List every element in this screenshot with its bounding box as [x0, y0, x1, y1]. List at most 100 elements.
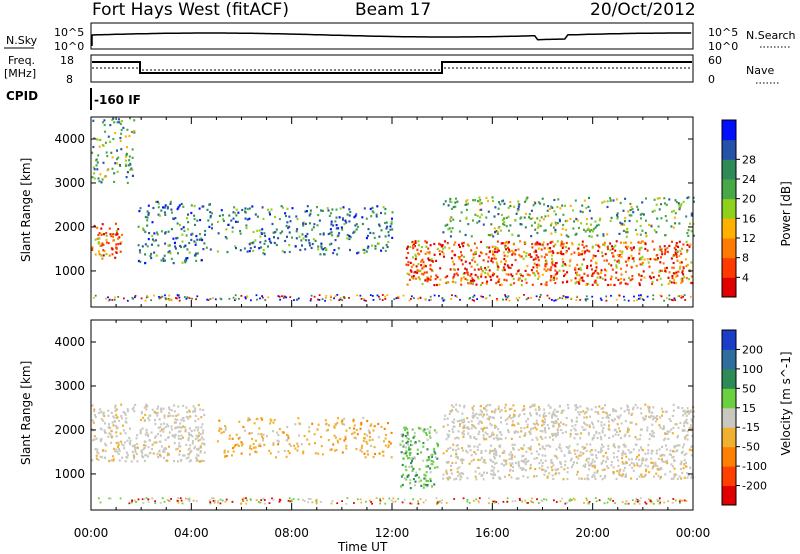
- echo-cell: [578, 413, 581, 416]
- noise-cell: [456, 296, 458, 298]
- noise-cell: [419, 498, 422, 500]
- echo-cell: [187, 417, 190, 420]
- echo-cell: [507, 206, 510, 209]
- echo-cell: [220, 427, 223, 431]
- noise-cell: [475, 498, 477, 501]
- echo-cell: [558, 218, 561, 221]
- echo-cell: [186, 217, 188, 220]
- noise-cell: [649, 500, 652, 502]
- echo-cell: [418, 253, 421, 256]
- echo-cell: [361, 444, 363, 447]
- echo-cell: [551, 412, 554, 415]
- echo-cell: [365, 237, 368, 240]
- echo-cell: [690, 261, 693, 264]
- echo-cell: [433, 242, 436, 246]
- echo-cell: [464, 203, 467, 206]
- echo-cell: [272, 441, 275, 445]
- echo-cell: [195, 448, 198, 451]
- echo-cell: [588, 468, 591, 471]
- echo-cell: [590, 449, 593, 452]
- noise-cell: [209, 501, 212, 504]
- echo-cell: [222, 219, 225, 223]
- echo-cell: [407, 437, 410, 441]
- echo-cell: [420, 451, 422, 454]
- echo-cell: [237, 437, 240, 440]
- echo-cell: [180, 228, 183, 231]
- echo-cell: [571, 243, 574, 246]
- noise-cell: [309, 498, 312, 500]
- echo-cell: [469, 445, 471, 448]
- echo-cell: [624, 245, 627, 249]
- echo-cell: [128, 436, 131, 440]
- echo-cell: [560, 252, 563, 255]
- noise-cell: [221, 499, 224, 502]
- echo-cell: [480, 449, 483, 453]
- echo-cell: [679, 249, 682, 253]
- echo-cell: [224, 236, 227, 239]
- echo-cell: [309, 244, 311, 247]
- echo-cell: [671, 266, 674, 269]
- echo-cell: [690, 214, 693, 217]
- echo-cell: [608, 428, 611, 431]
- echo-cell: [448, 247, 451, 250]
- echo-cell: [482, 413, 485, 416]
- echo-cell: [487, 199, 489, 203]
- echo-cell: [370, 423, 373, 426]
- echo-cell: [593, 471, 596, 474]
- echo-cell: [95, 457, 98, 460]
- noise-cell: [246, 499, 248, 502]
- echo-cell: [574, 433, 577, 436]
- echo-cell: [110, 459, 113, 462]
- echo-cell: [642, 449, 645, 452]
- echo-cell: [607, 420, 610, 423]
- echo-cell: [473, 425, 476, 428]
- echo-cell: [211, 227, 213, 230]
- echo-cell: [680, 477, 683, 480]
- echo-cell: [124, 412, 126, 415]
- echo-cell: [494, 409, 497, 412]
- echo-cell: [607, 444, 610, 447]
- echo-cell: [639, 464, 642, 467]
- echo-cell: [562, 253, 565, 256]
- echo-cell: [487, 274, 490, 277]
- echo-cell: [109, 427, 112, 430]
- noise-cell: [678, 500, 681, 503]
- echo-cell: [526, 265, 529, 268]
- echo-cell: [162, 259, 165, 262]
- echo-cell: [115, 441, 118, 445]
- noise-cell: [539, 294, 542, 296]
- noise-cell: [164, 294, 166, 297]
- echo-cell: [420, 260, 422, 263]
- echo-cell: [478, 420, 481, 423]
- echo-cell: [675, 255, 678, 258]
- echo-cell: [626, 231, 629, 234]
- noise-cell: [595, 500, 598, 503]
- echo-cell: [476, 466, 479, 469]
- echo-cell: [272, 443, 275, 446]
- echo-cell: [445, 471, 448, 474]
- echo-cell: [192, 410, 195, 413]
- echo-cell: [179, 422, 182, 425]
- echo-cell: [573, 449, 576, 452]
- echo-cell: [131, 168, 134, 171]
- echo-cell: [153, 441, 156, 444]
- echo-cell: [435, 274, 438, 277]
- echo-cell: [499, 437, 502, 440]
- echo-cell: [448, 475, 451, 479]
- echo-cell: [614, 244, 617, 247]
- echo-cell: [553, 454, 556, 457]
- echo-cell: [543, 408, 546, 411]
- echo-cell: [217, 232, 220, 235]
- echo-cell: [472, 409, 475, 412]
- echo-cell: [160, 409, 163, 412]
- echo-cell: [182, 226, 185, 229]
- noise-cell: [336, 294, 339, 296]
- echo-cell: [156, 231, 158, 234]
- echo-cell: [96, 451, 99, 454]
- echo-cell: [385, 227, 388, 230]
- echo-cell: [514, 431, 516, 434]
- noise-cell: [177, 497, 179, 499]
- noise-cell: [392, 497, 395, 500]
- echo-cell: [103, 429, 106, 432]
- echo-cell: [636, 477, 638, 481]
